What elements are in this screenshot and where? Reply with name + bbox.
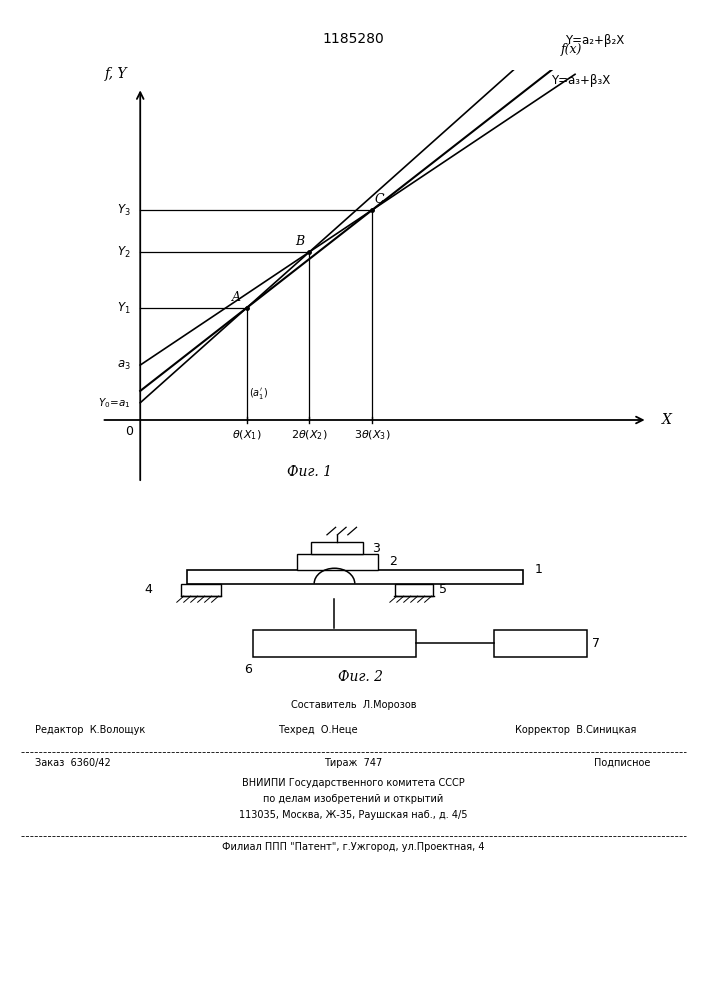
Text: f, Y: f, Y (105, 67, 127, 81)
Text: Редактор  К.Волощук: Редактор К.Волощук (35, 725, 146, 735)
Text: Y=a₂+β₂X: Y=a₂+β₂X (566, 34, 624, 47)
Bar (494, 630, 587, 657)
Text: 7: 7 (592, 637, 600, 650)
Bar (297, 554, 378, 570)
Text: 1185280: 1185280 (322, 32, 385, 46)
Text: f(x): f(x) (561, 43, 582, 56)
Text: Тираж  747: Тираж 747 (325, 758, 382, 768)
Text: 0: 0 (125, 425, 133, 438)
Bar (311, 542, 363, 554)
Bar (253, 630, 416, 657)
Text: 5: 5 (439, 583, 447, 596)
Text: Филиал ППП "Патент", г.Ужгород, ул.Проектная, 4: Филиал ППП "Патент", г.Ужгород, ул.Проек… (222, 842, 485, 852)
Text: $(a_1')$: $(a_1')$ (249, 386, 268, 401)
Text: $Y_2$: $Y_2$ (117, 244, 131, 260)
Text: X: X (662, 413, 672, 427)
Text: Подписное: Подписное (594, 758, 650, 768)
Bar (395, 584, 433, 596)
Text: 3: 3 (372, 542, 380, 555)
Bar (181, 584, 221, 596)
Text: $Y_1$: $Y_1$ (117, 300, 131, 316)
Text: $2\theta(X_2)$: $2\theta(X_2)$ (291, 429, 327, 442)
Text: Корректор  В.Синицкая: Корректор В.Синицкая (515, 725, 636, 735)
Text: 4: 4 (144, 583, 152, 596)
Text: по делам изобретений и открытий: по делам изобретений и открытий (264, 794, 443, 804)
Text: 6: 6 (245, 663, 252, 676)
Text: ВНИИПИ Государственного комитета СССР: ВНИИПИ Государственного комитета СССР (242, 778, 465, 788)
Text: Фиг. 1: Фиг. 1 (287, 465, 332, 479)
Text: $Y_3$: $Y_3$ (117, 202, 131, 218)
Text: Техред  О.Неце: Техред О.Неце (279, 725, 358, 735)
Text: 113035, Москва, Ж-35, Раушская наб., д. 4/5: 113035, Москва, Ж-35, Раушская наб., д. … (239, 810, 468, 820)
Bar (187, 570, 523, 584)
Text: 1: 1 (534, 563, 542, 576)
Text: $Y_0\!=\!a_1$: $Y_0\!=\!a_1$ (98, 396, 131, 410)
Text: Фиг. 2: Фиг. 2 (338, 670, 383, 684)
Text: 2: 2 (390, 555, 397, 568)
Text: Составитель  Л.Морозов: Составитель Л.Морозов (291, 700, 416, 710)
Text: $3\theta(X_3)$: $3\theta(X_3)$ (354, 429, 390, 442)
Text: A: A (232, 291, 241, 304)
Text: Заказ  6360/42: Заказ 6360/42 (35, 758, 111, 768)
Text: Y=a₃+β₃X: Y=a₃+β₃X (551, 74, 610, 87)
Text: $a_3$: $a_3$ (117, 359, 131, 372)
Text: B: B (295, 235, 304, 248)
Text: $\theta(X_1)$: $\theta(X_1)$ (232, 429, 262, 442)
Text: C: C (375, 193, 384, 206)
